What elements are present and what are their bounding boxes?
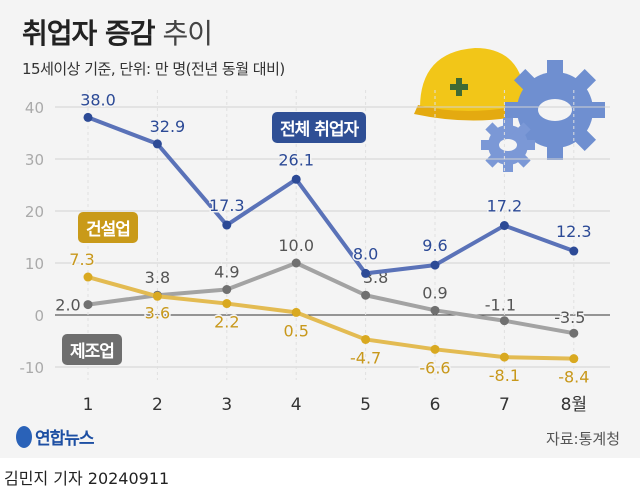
x-tick-label: 6 [430, 395, 441, 415]
data-label: 17.3 [209, 196, 245, 215]
y-tick-label: 0 [34, 307, 44, 325]
data-label: 3.8 [145, 268, 170, 287]
source-note: 자료:통계청 [545, 430, 620, 448]
x-tick-label: 4 [291, 395, 302, 415]
data-point [152, 291, 162, 301]
data-label: -3.5 [554, 308, 585, 327]
data-point [430, 305, 440, 315]
data-label: 26.1 [278, 150, 314, 169]
data-point [83, 272, 93, 282]
helmet-gears-illustration [414, 48, 605, 172]
data-point [83, 112, 93, 122]
data-point [222, 285, 232, 295]
data-point [499, 221, 509, 231]
data-point [430, 344, 440, 354]
series-line [87, 261, 575, 336]
data-label: 38.0 [80, 90, 116, 109]
x-tick-label: 5 [360, 395, 371, 415]
data-label: 9.6 [422, 236, 447, 255]
x-tick-label: 8월 [561, 395, 587, 415]
series-line [87, 115, 575, 276]
x-tick-label: 1 [83, 395, 94, 415]
small-gear-icon [481, 118, 535, 172]
data-point [152, 139, 162, 149]
data-point [569, 354, 579, 364]
yonhap-logo: 연합뉴스 [16, 424, 95, 449]
y-tick-label: -10 [20, 359, 45, 377]
chart-title: 취업자 증감 추이 [22, 17, 213, 50]
y-tick-label: 40 [25, 99, 44, 117]
series-tag-construction: 건설업 [78, 212, 138, 243]
series-tag-manufacturing: 제조업 [62, 334, 122, 365]
data-label: 2.2 [214, 313, 239, 332]
chart-subtitle: 15세이상 기준, 단위: 만 명(전년 동월 대비) [22, 60, 285, 78]
data-point [430, 260, 440, 270]
series-tag-total: 전체 취업자 [272, 112, 367, 143]
data-label: 10.0 [278, 236, 314, 255]
x-tick-label: 7 [499, 395, 510, 415]
y-tick-label: 30 [25, 151, 44, 169]
data-point [361, 334, 371, 344]
y-tick-label: 20 [25, 203, 44, 221]
data-label: 4.9 [214, 263, 239, 282]
data-label: -4.7 [350, 348, 381, 367]
data-label: 12.3 [556, 222, 592, 241]
data-point [569, 246, 579, 256]
data-label: 2.0 [55, 296, 80, 315]
x-tick-label: 2 [152, 395, 163, 415]
data-label: -1.1 [485, 296, 516, 315]
data-point [499, 352, 509, 362]
yonhap-globe-icon [16, 425, 32, 448]
data-point [291, 307, 301, 317]
series-line [87, 275, 574, 361]
data-point [499, 316, 509, 326]
data-label: -8.4 [558, 368, 589, 387]
data-point [291, 174, 301, 184]
data-point [291, 258, 301, 268]
data-point [83, 300, 93, 310]
data-label: 3.6 [145, 303, 170, 322]
data-label: 0.9 [422, 283, 447, 302]
data-point [222, 299, 232, 309]
data-label: 17.2 [487, 197, 523, 216]
data-point [361, 268, 371, 278]
data-point [569, 328, 579, 338]
x-tick-label: 3 [221, 395, 232, 415]
byline: 김민지 기자 20240911 [4, 469, 170, 488]
data-point [361, 290, 371, 300]
data-point [222, 220, 232, 230]
data-label: 32.9 [150, 117, 186, 136]
y-tick-label: 10 [25, 255, 44, 273]
data-label: 8.0 [353, 244, 378, 263]
data-label: 0.5 [283, 321, 308, 340]
data-label: 7.3 [69, 250, 94, 269]
data-label: -8.1 [489, 366, 520, 385]
data-label: -6.6 [419, 358, 450, 377]
large-gear-icon [505, 60, 605, 160]
